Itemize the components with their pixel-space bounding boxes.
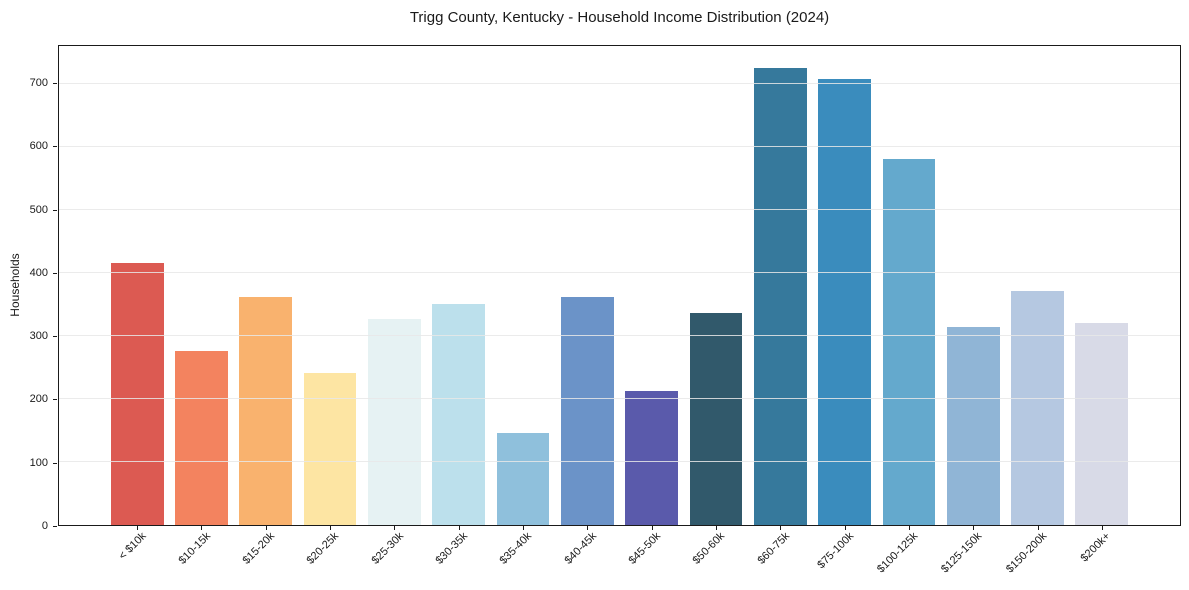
y-tick-mark bbox=[53, 526, 57, 527]
bar-slot: $25-30k bbox=[362, 46, 426, 567]
x-tick-mark bbox=[1101, 526, 1103, 530]
bar-60-75k bbox=[753, 68, 807, 525]
y-tick-mark bbox=[53, 462, 57, 464]
x-tick-mark bbox=[1037, 526, 1039, 530]
bar-slot: $150-200k bbox=[1004, 46, 1069, 575]
x-tick-label: $100-125k bbox=[874, 530, 921, 576]
x-tick-label: < $10k bbox=[116, 530, 149, 563]
x-tick-mark bbox=[651, 526, 653, 530]
bar-75-100k bbox=[818, 78, 871, 525]
bar-slot: $45-50k bbox=[620, 46, 684, 567]
gridline-300 bbox=[59, 334, 1180, 336]
bar-slot: $200k+ bbox=[1070, 46, 1134, 564]
bar-15-20k bbox=[239, 296, 293, 525]
bar-35-40k bbox=[496, 432, 550, 525]
x-tick-mark bbox=[394, 526, 396, 530]
x-tick-label: $40-45k bbox=[562, 530, 599, 567]
y-tick-label: 0 bbox=[41, 520, 48, 532]
x-tick-mark bbox=[908, 526, 910, 530]
x-tick-label: $10-15k bbox=[176, 530, 213, 567]
bar-slot: $10-15k bbox=[169, 46, 233, 567]
y-tick-mark bbox=[53, 272, 57, 274]
y-tick-label: 700 bbox=[29, 76, 48, 89]
x-tick-label: $60-75k bbox=[754, 530, 792, 567]
y-tick-label: 400 bbox=[29, 266, 48, 279]
x-tick-mark bbox=[587, 526, 589, 530]
y-tick-label: 200 bbox=[29, 393, 48, 406]
y-axis-label: Households bbox=[8, 253, 22, 317]
gridline-700 bbox=[59, 82, 1180, 84]
x-tick-label: $150-200k bbox=[1003, 530, 1049, 576]
y-tick-mark bbox=[53, 146, 57, 148]
y-tick-label: 600 bbox=[29, 140, 48, 153]
bar-slot: $30-35k bbox=[427, 46, 491, 567]
bar-slot: $35-40k bbox=[491, 46, 555, 567]
x-tick-label: $125-150k bbox=[939, 530, 985, 576]
bar-slot: $40-45k bbox=[555, 46, 619, 567]
bar-100-125k bbox=[882, 159, 936, 525]
bar-25-30k bbox=[368, 318, 421, 525]
x-tick-mark bbox=[973, 526, 975, 530]
x-tick-mark bbox=[201, 526, 203, 530]
x-tick-mark bbox=[844, 526, 846, 530]
x-tick-label: $25-30k bbox=[369, 530, 406, 567]
gridline-400 bbox=[59, 271, 1180, 273]
x-tick-label: $30-35k bbox=[433, 530, 471, 567]
x-tick-mark bbox=[780, 526, 782, 530]
bar-10-15k bbox=[175, 351, 228, 525]
bar-slot: $50-60k bbox=[684, 46, 748, 567]
x-tick-mark bbox=[265, 526, 267, 530]
x-tick-label: $15-20k bbox=[240, 530, 278, 567]
x-tick-mark bbox=[458, 526, 460, 530]
gridline-200 bbox=[59, 397, 1180, 399]
x-tick-label: $75-100k bbox=[814, 530, 856, 572]
chart-title: Trigg County, Kentucky - Household Incom… bbox=[409, 9, 830, 26]
y-tick-mark bbox=[53, 82, 57, 84]
y-tick-mark bbox=[53, 209, 57, 211]
x-tick-label: $20-25k bbox=[304, 530, 342, 567]
bar-slot: $125-150k bbox=[939, 46, 1005, 575]
bar-slot: < $10k bbox=[105, 46, 169, 562]
bar-50-60k bbox=[689, 313, 743, 525]
x-tick-mark bbox=[715, 526, 717, 530]
y-tick-mark bbox=[53, 399, 57, 401]
bar-20-25k bbox=[303, 373, 357, 525]
x-tick-label: $50-60k bbox=[690, 530, 728, 567]
x-tick-mark bbox=[523, 526, 525, 530]
y-tick-label: 100 bbox=[29, 456, 48, 469]
bar-slot: $100-125k bbox=[875, 46, 941, 575]
plot-area: < $10k $10-15k $15-20k $20-25k $25-30k $30-35… bbox=[58, 45, 1181, 575]
bar-slot: $60-75k bbox=[748, 46, 812, 567]
x-tick-mark bbox=[330, 526, 332, 530]
gridline-500 bbox=[59, 208, 1180, 210]
bars-container: < $10k $10-15k $15-20k $20-25k $25-30k $30-35… bbox=[59, 46, 1180, 575]
gridline-100 bbox=[59, 460, 1180, 462]
bar-slot: $20-25k bbox=[298, 46, 362, 567]
bar-150-200k bbox=[1011, 290, 1064, 525]
bar-slot: $15-20k bbox=[234, 46, 298, 567]
bar-125-150k bbox=[946, 327, 1000, 525]
y-tick-label: 500 bbox=[29, 203, 48, 216]
bar-200k bbox=[1075, 323, 1129, 525]
gridline-600 bbox=[59, 145, 1180, 147]
x-tick-label: $35-40k bbox=[497, 530, 535, 567]
y-tick-label: 300 bbox=[29, 330, 48, 343]
y-tick-mark bbox=[53, 336, 57, 338]
x-tick-label: $45-50k bbox=[626, 530, 663, 567]
bar-10k bbox=[110, 262, 164, 525]
x-tick-label: $200k+ bbox=[1078, 530, 1114, 565]
bar-45-50k bbox=[625, 391, 679, 525]
bar-30-35k bbox=[432, 303, 486, 525]
bar-slot: $75-100k bbox=[812, 46, 876, 571]
bar-40-45k bbox=[560, 296, 614, 525]
x-tick-mark bbox=[137, 526, 139, 530]
